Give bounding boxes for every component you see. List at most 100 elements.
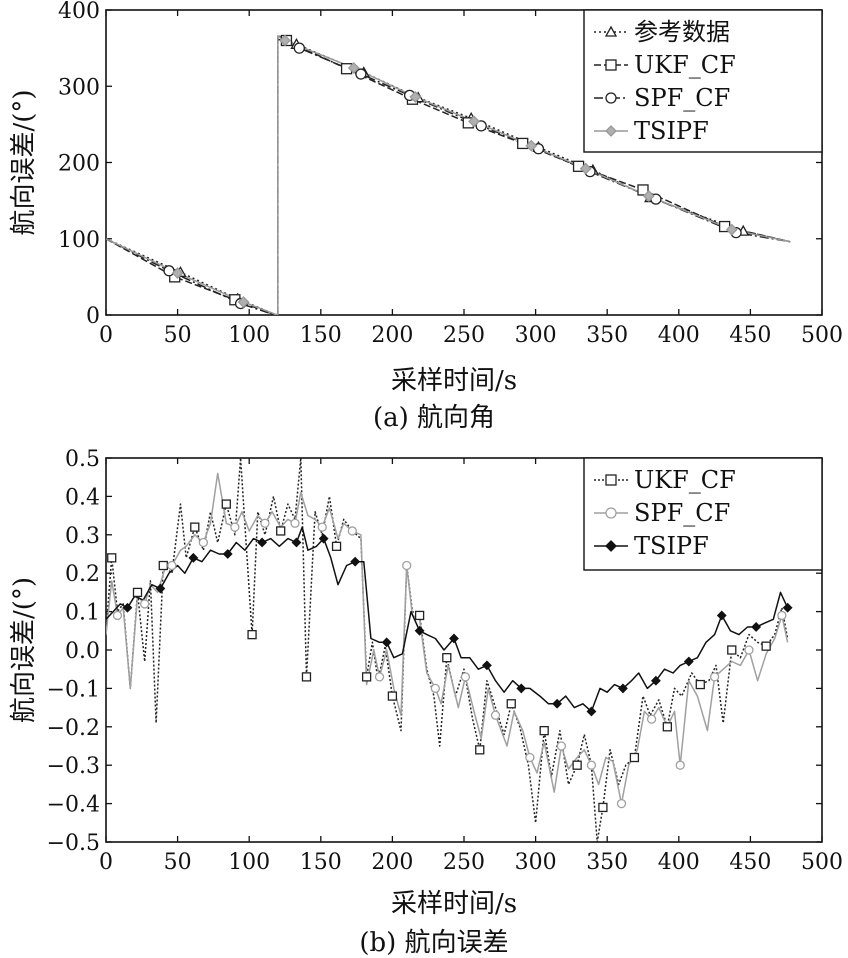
- data-point-marker: [475, 120, 487, 132]
- legend-label: TSIPF: [634, 117, 709, 145]
- data-point-marker: [260, 518, 270, 528]
- y-tick-label: 0.5: [65, 447, 100, 472]
- legend-label: UKF_CF: [634, 51, 736, 79]
- y-tick-label: 0: [86, 304, 100, 329]
- data-point-marker: [727, 645, 737, 655]
- x-tick-label: 350: [586, 323, 628, 348]
- x-tick-label: 200: [371, 323, 413, 348]
- legend: 参考数据 UKF_CF SPF_CF TSIPF: [583, 9, 823, 153]
- legend-marker: [605, 92, 617, 104]
- data-point-marker: [709, 672, 720, 682]
- legend-marker: [605, 125, 617, 137]
- data-point-marker: [490, 710, 501, 720]
- data-point-marker: [598, 802, 608, 813]
- data-point-marker: [414, 610, 425, 621]
- x-axis-label: 采样时间/s: [391, 366, 517, 396]
- data-point-marker: [751, 622, 762, 632]
- data-point-marker: [198, 537, 209, 548]
- y-tick-label: 0.4: [65, 485, 100, 510]
- chart-heading-error: 0 50 100 150 200 250 300 350 400 450 500 −0.5 −0.4 −0…: [9, 447, 843, 958]
- data-point-marker: [517, 137, 529, 150]
- data-point-marker: [675, 760, 685, 770]
- data-point-marker: [618, 683, 628, 694]
- y-tick-label: −0.4: [47, 793, 100, 818]
- legend-marker: [605, 474, 617, 486]
- legend-marker: [605, 540, 617, 552]
- legend-box: [583, 457, 823, 571]
- data-point-marker: [442, 653, 452, 663]
- data-point-marker: [163, 265, 175, 277]
- y-tick-label: −0.1: [47, 677, 100, 702]
- data-point-marker: [777, 610, 787, 621]
- data-point-marker: [683, 656, 694, 667]
- data-point-marker: [132, 587, 143, 598]
- chart-caption: (b) 航向误差: [359, 928, 508, 958]
- x-tick-label: 100: [228, 323, 270, 348]
- legend-marker: [604, 25, 618, 37]
- data-point-marker: [475, 745, 485, 755]
- data-point-marker: [257, 537, 268, 548]
- x-tick-label: 250: [443, 323, 485, 348]
- legend-label: UKF_CF: [634, 466, 736, 494]
- data-point-marker: [347, 526, 357, 536]
- data-point-marker: [430, 683, 441, 694]
- data-point-marker: [552, 698, 562, 709]
- data-point-marker: [158, 560, 168, 571]
- y-axis-label: 航向误差/(°): [9, 89, 39, 235]
- data-point-marker: [579, 162, 592, 175]
- x-tick-label: 450: [729, 323, 771, 348]
- data-point-marker: [301, 672, 312, 682]
- data-point-marker: [237, 296, 250, 308]
- x-tick-label: 450: [729, 850, 771, 875]
- data-point-marker: [481, 660, 492, 671]
- y-tick-label: 0.0: [65, 639, 100, 664]
- y-tick-label: 0.2: [65, 562, 100, 587]
- data-point-marker: [355, 68, 367, 80]
- y-tick-label: 400: [58, 0, 100, 24]
- y-tick-label: 0.3: [65, 524, 100, 549]
- data-point-marker: [409, 91, 422, 103]
- legend-marker: [605, 507, 617, 519]
- legend-label: SPF_CF: [634, 84, 730, 112]
- data-point-marker: [525, 752, 535, 763]
- data-point-marker: [586, 706, 597, 717]
- data-point-marker: [171, 267, 184, 279]
- data-point-marker: [107, 553, 117, 563]
- data-point-marker: [637, 184, 649, 196]
- data-point-marker: [616, 798, 627, 809]
- data-point-marker: [276, 526, 286, 536]
- data-point-marker: [247, 629, 257, 640]
- data-point-marker: [642, 190, 655, 202]
- y-tick-label: 300: [58, 75, 100, 100]
- x-tick-label: 150: [300, 850, 342, 875]
- data-point-marker: [506, 699, 516, 709]
- chart-heading-angle: 0 50 100 150 200 250 300 350 400 450 500 0 100 200 300…: [9, 0, 843, 433]
- data-point-marker: [646, 714, 657, 724]
- legend: UKF_CF SPF_CF TSIPF: [583, 457, 823, 571]
- data-point-marker: [782, 602, 793, 613]
- data-point-marker: [361, 672, 372, 682]
- x-tick-label: 150: [300, 323, 342, 348]
- data-point-marker: [468, 115, 480, 128]
- x-tick-label: 500: [801, 850, 843, 875]
- data-point-marker: [449, 633, 459, 644]
- series-line-tsipf: [106, 526, 789, 713]
- legend-box: [583, 9, 823, 153]
- data-point-marker: [347, 62, 360, 74]
- data-point-marker: [629, 752, 640, 763]
- data-point-marker: [155, 583, 166, 594]
- x-tick-label: 50: [164, 850, 192, 875]
- x-tick-label: 300: [515, 323, 557, 348]
- data-point-marker: [516, 683, 527, 694]
- x-tick-label: 250: [443, 850, 485, 875]
- data-point-marker: [414, 625, 425, 636]
- legend-label: 参考数据: [634, 18, 730, 46]
- x-tick-label: 300: [515, 850, 557, 875]
- data-point-marker: [290, 518, 300, 528]
- data-point-marker: [221, 499, 231, 509]
- x-tick-label: 0: [99, 850, 113, 875]
- y-tick-label: −0.3: [47, 754, 100, 779]
- data-point-marker: [650, 675, 661, 686]
- data-point-marker: [387, 691, 398, 701]
